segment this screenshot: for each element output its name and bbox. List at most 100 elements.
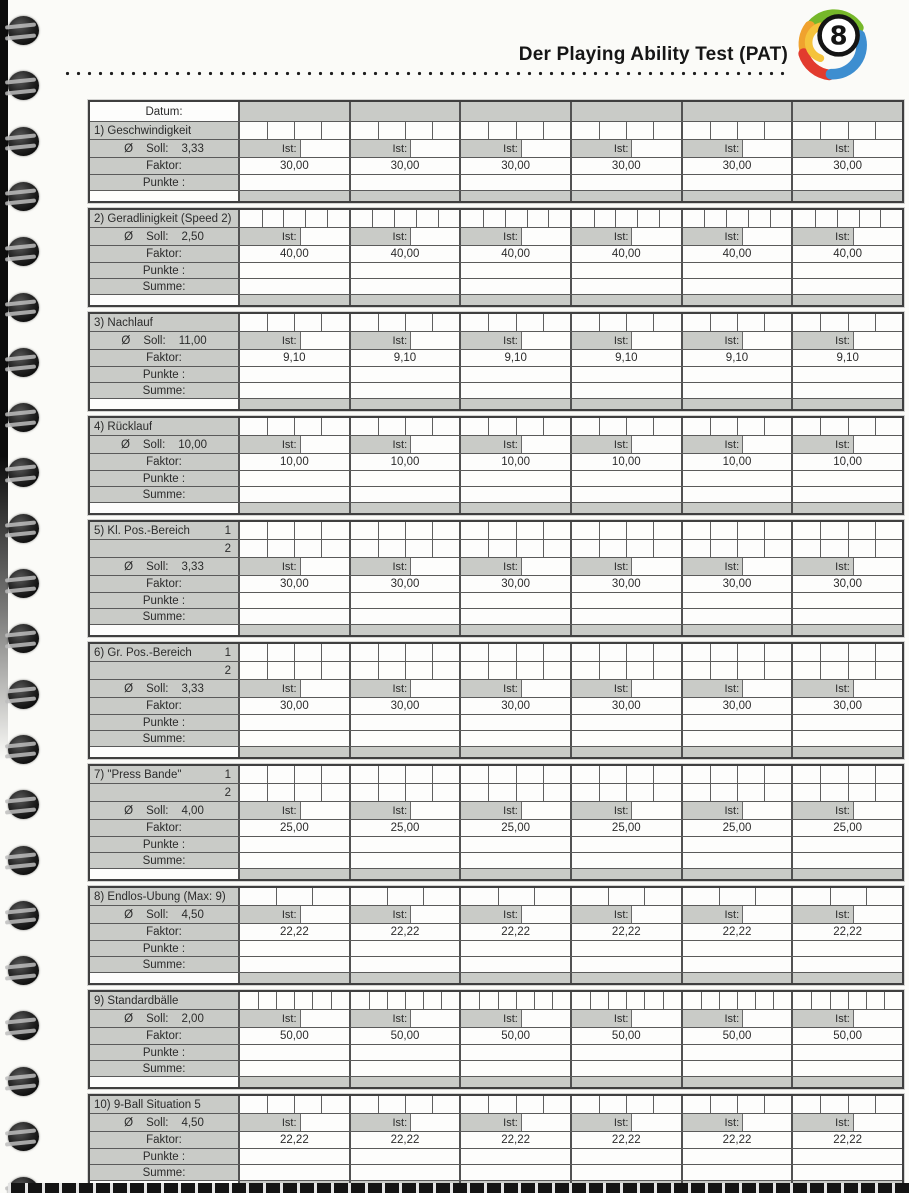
block-footer-row — [90, 624, 902, 635]
ist-entry-box — [742, 332, 792, 349]
faktor-value-cell: 40,00 — [569, 246, 681, 262]
ist-cell: Ist: — [459, 558, 570, 575]
attempt-entry-box — [718, 992, 737, 1009]
punkte-entry-cell — [569, 1149, 681, 1164]
summe-label-cell: Summe: — [90, 957, 238, 972]
summe-entry-cell — [569, 609, 681, 624]
attempt-entry-box — [240, 522, 268, 539]
attempt-entry-box — [793, 992, 812, 1009]
attempt-entry-box — [865, 888, 902, 905]
footer-cell — [459, 869, 570, 879]
attempt-entry-box — [653, 784, 681, 801]
ist-label: Ist: — [281, 438, 297, 451]
exercise-table-3: 3) Nachlauf Ø Soll: 11,00 Ist: Ist: Ist: Ist: Is… — [88, 312, 904, 411]
attempt-entry-cells — [791, 644, 902, 661]
datum-cell — [791, 102, 902, 121]
exercise-title: 4) Rücklauf — [94, 420, 153, 433]
punkte-row: Punkte : — [90, 714, 902, 730]
attempt-entry-box — [747, 210, 770, 227]
footer-cell — [348, 1077, 460, 1087]
footer-cell — [569, 1077, 681, 1087]
attempt-entry-box — [404, 766, 433, 783]
summe-label-cell: Summe: — [90, 1165, 238, 1180]
ist-label: Ist: — [392, 334, 408, 347]
summe-entry-cell — [569, 1061, 681, 1076]
attempt-entry-box — [874, 766, 902, 783]
binding-hole — [8, 1011, 39, 1041]
attempt-entry-box — [709, 522, 737, 539]
summe-row: Summe: — [90, 608, 902, 624]
faktor-value-cell: 9,10 — [791, 350, 902, 366]
summe-entry-cell — [459, 487, 570, 502]
summe-entry-cell — [348, 1165, 460, 1180]
punkte-entry-cell — [680, 715, 792, 730]
attempt-entry-box — [764, 1096, 792, 1113]
attempt-entry-box — [773, 992, 792, 1009]
attempt-entry-box — [736, 644, 765, 661]
attempt-entry-cells — [238, 522, 349, 539]
attempt-entry-box — [793, 662, 821, 679]
soll-row: Ø Soll: 4,50 Ist: Ist: Ist: Ist: Ist: Ist: — [90, 905, 902, 923]
attempt-entry-cells — [680, 662, 792, 679]
attempt-entry-box — [432, 1096, 460, 1113]
attempt-entry-cells — [569, 418, 681, 435]
attempt-entry-box — [350, 314, 378, 331]
attempt-entry-box — [267, 314, 295, 331]
attempt-entry-box — [704, 210, 727, 227]
footer-label-cell — [90, 399, 238, 409]
ist-cell: Ist: — [680, 140, 792, 157]
attempt-entry-cells — [569, 662, 681, 679]
attempt-entry-box — [294, 784, 322, 801]
punkte-label-cell: Punkte : — [90, 941, 238, 956]
attempt-entry-box — [709, 540, 737, 557]
ist-entry-box — [631, 906, 681, 923]
exercise-title: 5) Kl. Pos.-Bereich — [94, 524, 190, 537]
attempt-entry-box — [653, 540, 681, 557]
ist-label: Ist: — [724, 560, 740, 573]
ist-entry-box — [852, 332, 902, 349]
footer-cell — [238, 1077, 349, 1087]
attempt-entry-box — [321, 784, 349, 801]
punkte-entry-cell — [791, 263, 902, 278]
attempt-entry-cells — [680, 418, 792, 435]
attempt-entry-box — [267, 784, 295, 801]
attempt-entry-box — [883, 992, 902, 1009]
attempt-entry-box — [637, 210, 659, 227]
attempt-entry-box — [764, 122, 792, 139]
ist-entry-box — [852, 802, 902, 819]
attempt-entry-cells — [791, 210, 902, 227]
summe-entry-cell — [238, 957, 349, 972]
ist-entry-box — [410, 802, 460, 819]
ist-entry-box — [852, 1010, 902, 1027]
faktor-row: Faktor: 30,00 30,00 30,00 30,00 30,00 30,00 — [90, 575, 902, 592]
faktor-value-cell: 25,00 — [791, 820, 902, 836]
punkte-entry-cell — [791, 175, 902, 190]
ist-cell: Ist: — [238, 228, 349, 245]
binding-hole — [8, 900, 39, 930]
footer-cell — [791, 295, 902, 305]
punkte-entry-cell — [238, 1149, 349, 1164]
punkte-entry-cell — [680, 593, 792, 608]
faktor-value-cell: 10,00 — [791, 454, 902, 470]
soll-row: Ø Soll: 10,00 Ist: Ist: Ist: Ist: Ist: Ist: — [90, 435, 902, 453]
footer-cell — [680, 399, 792, 409]
faktor-value-cell: 40,00 — [680, 246, 792, 262]
faktor-value-cell: 9,10 — [348, 350, 460, 366]
ist-label: Ist: — [281, 334, 297, 347]
punkte-entry-cell — [680, 837, 792, 852]
attempt-entry-box — [736, 992, 756, 1009]
ist-label: Ist: — [392, 682, 408, 695]
faktor-value-cell: 10,00 — [238, 454, 349, 470]
attempt-entry-cells — [459, 888, 570, 905]
attempt-entry-box — [820, 644, 848, 661]
punkte-entry-cell — [238, 837, 349, 852]
summe-label-cell: Summe: — [90, 383, 238, 398]
attempt-entry-box — [377, 522, 405, 539]
summe-label-cell: Summe: — [90, 487, 238, 502]
attempt-entry-cells — [348, 540, 460, 557]
ist-label: Ist: — [835, 334, 850, 347]
faktor-value-cell: 30,00 — [238, 576, 349, 592]
faktor-value-cell: 22,22 — [791, 1132, 902, 1148]
attempt-entry-cells — [680, 992, 792, 1009]
summe-entry-cell — [569, 1165, 681, 1180]
